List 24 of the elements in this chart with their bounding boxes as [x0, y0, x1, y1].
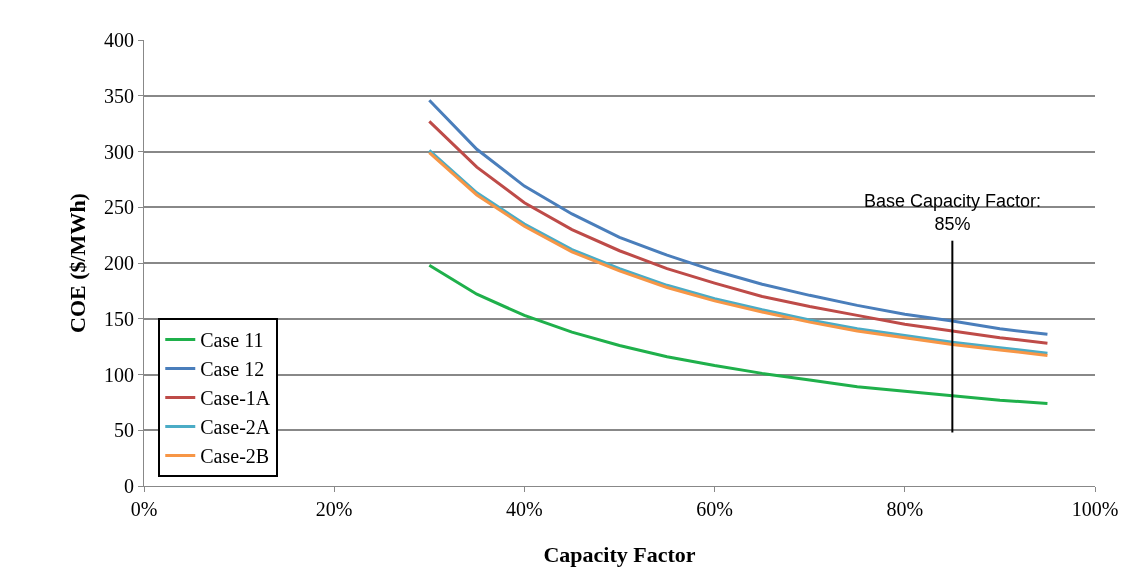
y-tick-label: 250 — [104, 196, 134, 219]
y-tick-label: 300 — [104, 140, 134, 163]
legend-label: Case 11 — [200, 329, 264, 352]
legend-label: Case 12 — [200, 358, 265, 381]
x-tick-label: 60% — [696, 498, 733, 520]
y-tick-label: 200 — [104, 252, 134, 274]
ref-line-label: Base Capacity Factor: 85% — [864, 191, 1042, 235]
x-axis-title: Capacity Factor — [543, 542, 696, 567]
y-tick-label: 350 — [104, 84, 134, 107]
y-axis-title: COE ($/MWh) — [64, 193, 90, 333]
x-tick-label: 100% — [1071, 498, 1119, 520]
x-tick-label: 0% — [130, 498, 158, 520]
legend-label: Case-2A — [200, 416, 271, 439]
y-tick-label: 400 — [104, 29, 134, 51]
y-tick-label: 0 — [124, 475, 134, 497]
y-tick-label: 100 — [104, 363, 134, 386]
x-tick-label: 40% — [506, 498, 543, 520]
line-series — [427, 263, 1049, 405]
y-tick-label: 150 — [104, 307, 134, 330]
x-tick-label: 20% — [315, 498, 353, 520]
x-tick-label: 80% — [886, 498, 924, 520]
legend-label: Case-1A — [200, 387, 271, 410]
legend-label: Case-2B — [200, 445, 270, 468]
y-tick-label: 50 — [114, 419, 134, 442]
